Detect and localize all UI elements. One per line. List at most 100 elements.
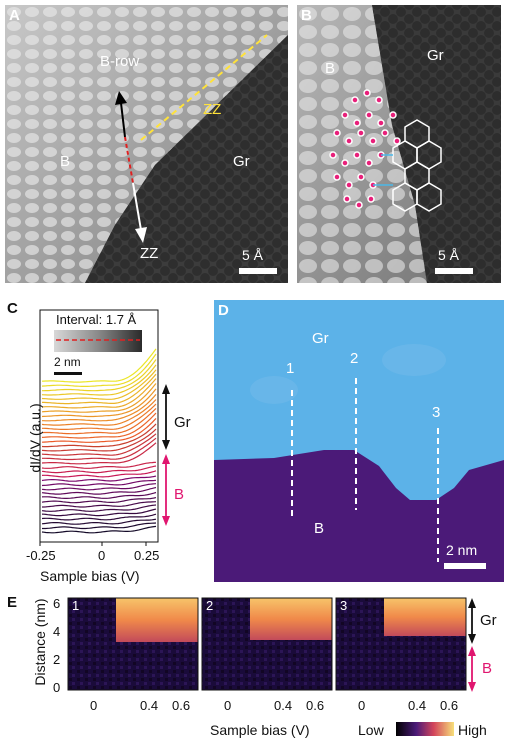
- spectrum-trace: [41, 388, 157, 418]
- panel-e-label: E: [7, 594, 18, 611]
- spectrum-trace: [41, 504, 157, 512]
- line-spectra-maps: [67, 597, 476, 736]
- y-axis-label: Distance (nm): [32, 598, 48, 686]
- subpanel-2-label: 2: [206, 598, 214, 613]
- boron-lattice: [329, 89, 401, 209]
- b-row-label: B-row: [100, 53, 140, 70]
- subpanel-1-label: 1: [72, 598, 80, 613]
- line-2-label: 2: [350, 350, 359, 367]
- spectrum-trace: [42, 403, 157, 430]
- x-tick-3-06: 0.6: [440, 698, 459, 713]
- zz-top-label: ZZ: [203, 101, 222, 118]
- spectrum-trace: [41, 461, 157, 469]
- panel-d-dIdV-map: D Gr 1 2 3 B 2 nm: [214, 300, 504, 582]
- colorbar-high-label: High: [458, 722, 487, 738]
- b-arrow-label: B: [174, 486, 185, 503]
- scale-bar-label: 2 nm: [446, 542, 478, 558]
- spectrum-trace: [41, 486, 157, 495]
- b-arrow-label: B: [482, 660, 493, 677]
- spectrum-trace: [42, 522, 157, 530]
- gr-arrow-label: Gr: [480, 612, 497, 629]
- y-tick-2: 2: [53, 652, 61, 667]
- spectrum-trace: [41, 479, 157, 487]
- spectrum-trace: [41, 353, 157, 387]
- panel-b-image: [297, 5, 501, 283]
- x-tick-2-06: 0.6: [306, 698, 325, 713]
- subpanel-2: [201, 597, 333, 691]
- spectrum-trace: [41, 417, 157, 443]
- y-axis-label: dI/dV (a.u.): [27, 403, 43, 473]
- spectra-plot: [39, 309, 170, 546]
- colorbar: [396, 722, 454, 736]
- x-tick-3: 0.25: [134, 548, 160, 563]
- spectrum-trace: [41, 475, 157, 482]
- spectrum-trace: [41, 383, 157, 413]
- spectrum-trace: [41, 508, 157, 517]
- region-b-label: B: [325, 60, 336, 77]
- x-tick-2: 0: [98, 548, 106, 563]
- spectrum-trace: [41, 470, 157, 478]
- panel-a-label: A: [9, 7, 20, 24]
- interval-label: Interval: 1.7 Å: [56, 312, 137, 327]
- subpanel-1: [67, 597, 199, 691]
- panel-c-spectra: C dI/dV (a.u.) Interval: 1.7 Å 2 nm Gr B…: [0, 300, 210, 590]
- panel-e-line-spectra: E Distance (nm) 6 4 2 0: [0, 594, 505, 750]
- spectrum-trace: [41, 348, 157, 383]
- x-tick-2-04: 0.4: [274, 698, 293, 713]
- x-axis-label: Sample bias (V): [40, 568, 140, 584]
- spectrum-trace: [42, 501, 157, 508]
- spectrum-trace: [41, 465, 157, 474]
- panel-a-stm-image: A B-row ZZ B Gr ZZ 5 Å: [5, 5, 288, 283]
- spectrum-trace: [41, 378, 157, 409]
- spectrum-trace: [41, 407, 157, 435]
- y-tick-0: 0: [53, 680, 61, 695]
- spectrum-trace: [41, 513, 157, 521]
- spectrum-trace: [41, 483, 157, 491]
- spectrum-trace: [41, 412, 157, 439]
- region-gr-label: Gr: [427, 47, 444, 64]
- panel-b-label: B: [301, 7, 312, 24]
- panel-b-stm-image: B B Gr 5 Å: [297, 5, 501, 283]
- spectrum-trace: [41, 442, 157, 465]
- spectrum-trace: [42, 373, 157, 405]
- inset-scale-label: 2 nm: [54, 355, 81, 369]
- spectrum-trace: [41, 497, 157, 504]
- scale-bar-label: 5 Å: [242, 247, 264, 263]
- b-region-label: B: [314, 520, 325, 537]
- subpanel-3: [335, 597, 467, 691]
- inset-image: [54, 330, 142, 352]
- x-tick-2-0: 0: [224, 698, 232, 713]
- colorbar-low-label: Low: [358, 722, 384, 738]
- scale-bar-label: 5 Å: [438, 247, 460, 263]
- spectrum-trace: [41, 433, 157, 456]
- spectrum-trace: [42, 437, 157, 461]
- line-3-label: 3: [432, 404, 441, 421]
- line-1-label: 1: [286, 360, 295, 377]
- x-tick-1-04: 0.4: [140, 698, 159, 713]
- panel-d-label: D: [218, 302, 229, 319]
- spectrum-trace: [41, 525, 157, 534]
- x-axis-label: Sample bias (V): [210, 722, 310, 738]
- panel-a-image: [5, 5, 288, 283]
- region-gr-label: Gr: [233, 153, 250, 170]
- y-tick-4: 4: [53, 624, 61, 639]
- graphene-lattice: [392, 119, 442, 212]
- spectrum-trace: [41, 369, 157, 400]
- x-tick-3-0: 0: [358, 698, 366, 713]
- x-tick-3-04: 0.4: [408, 698, 427, 713]
- map-image: [214, 300, 504, 582]
- spectrum-trace: [41, 491, 157, 499]
- spectrum-trace: [41, 364, 157, 396]
- spectrum-trace: [42, 394, 157, 422]
- zz-bottom-label: ZZ: [140, 245, 159, 262]
- region-b-label: B: [60, 153, 71, 170]
- spectrum-trace: [41, 428, 157, 452]
- y-tick-6: 6: [53, 596, 61, 611]
- panel-c-label: C: [7, 300, 18, 317]
- spectrum-trace: [41, 399, 157, 426]
- subpanel-3-label: 3: [340, 598, 348, 613]
- x-tick-1-06: 0.6: [172, 698, 191, 713]
- spectrum-trace: [42, 359, 157, 392]
- gr-arrow-label: Gr: [174, 414, 191, 431]
- gr-region-label: Gr: [312, 330, 329, 347]
